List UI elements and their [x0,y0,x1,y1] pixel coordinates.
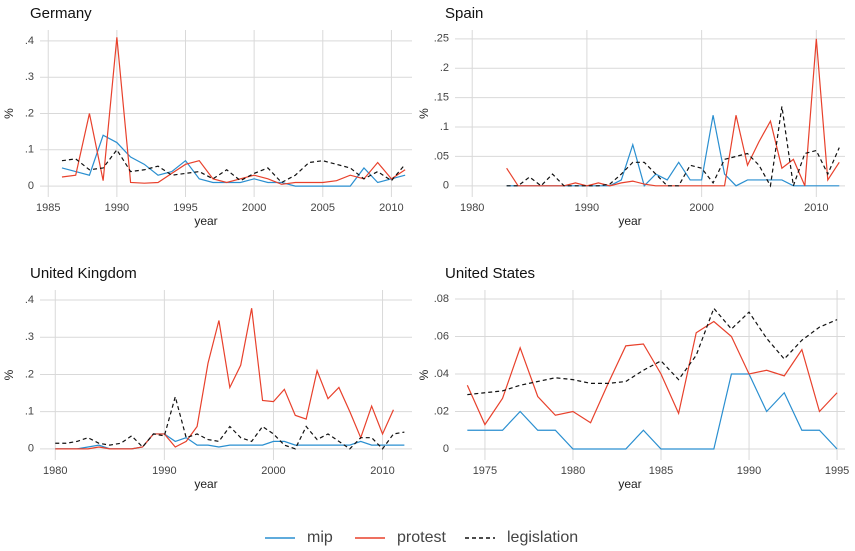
y-tick-label: 0 [28,443,34,455]
x-tick-label: 2000 [261,465,285,477]
series-line [506,106,840,188]
y-tick-label: 0 [443,180,449,192]
series-line [506,38,840,187]
y-tick-label: .1 [25,406,34,418]
x-tick-label: 1980 [561,465,585,477]
x-tick-label: 2000 [242,202,266,214]
y-tick-label: .3 [25,331,34,343]
x-tick-label: 1975 [473,465,497,477]
x-axis-label: year [194,477,217,491]
x-axis-label: year [618,214,641,228]
x-tick-label: 2005 [311,202,335,214]
y-tick-label: .2 [25,368,34,380]
y-tick-label: .2 [440,62,449,74]
series-line [61,148,406,184]
y-tick-label: .25 [434,33,449,45]
y-tick-label: .4 [25,35,34,47]
panel-title: United States [445,265,535,282]
series-line [467,373,838,450]
panel-title: Spain [445,5,483,22]
x-tick-label: 1990 [575,202,599,214]
x-tick-label: 1980 [460,202,484,214]
x-tick-label: 1995 [173,202,197,214]
panel-title: United Kingdom [30,265,137,282]
y-axis-label: % [2,369,16,380]
series-line [467,307,838,396]
y-tick-label: .04 [434,368,449,380]
y-tick-label: .4 [25,294,34,306]
x-tick-label: 2010 [804,202,828,214]
legend-label: legislation [507,529,578,546]
x-tick-label: 2010 [370,465,394,477]
x-tick-label: 1990 [152,465,176,477]
y-tick-label: .15 [434,92,449,104]
y-tick-label: .05 [434,150,449,162]
y-tick-label: .1 [25,144,34,156]
x-tick-label: 2010 [379,202,403,214]
x-axis-label: year [618,477,641,491]
y-tick-label: 0 [443,443,449,455]
panel-title: Germany [30,5,92,22]
x-tick-label: 1985 [36,202,60,214]
series-line [61,37,406,185]
y-axis-label: % [417,108,431,119]
x-tick-label: 1995 [825,465,849,477]
legend-label: mip [307,529,333,546]
y-tick-label: .1 [440,121,449,133]
series-line [466,320,838,426]
x-tick-label: 1985 [649,465,673,477]
y-tick-label: .02 [434,405,449,417]
y-tick-label: .08 [434,293,449,305]
y-tick-label: .06 [434,330,449,342]
series-line [506,115,840,187]
y-tick-label: .2 [25,107,34,119]
x-tick-label: 1990 [737,465,761,477]
legend-label: protest [397,529,446,546]
x-tick-label: 2000 [689,202,713,214]
series-line [55,394,405,450]
y-tick-label: 0 [28,180,34,192]
series-line [61,134,406,187]
series-line [55,308,394,450]
x-tick-label: 1980 [43,465,67,477]
y-axis-label: % [417,369,431,380]
y-tick-label: .3 [25,71,34,83]
y-axis-label: % [2,108,16,119]
x-axis-label: year [194,214,217,228]
x-tick-label: 1990 [105,202,129,214]
